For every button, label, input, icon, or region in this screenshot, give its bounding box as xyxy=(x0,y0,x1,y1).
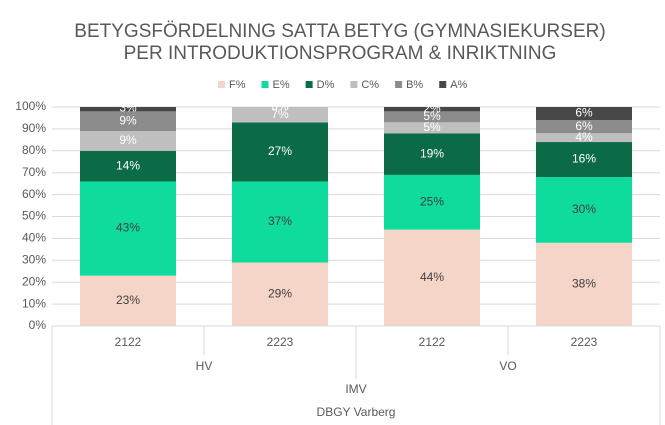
data-label: 0% xyxy=(271,99,289,113)
legend-label: A% xyxy=(450,79,467,91)
data-label: 16% xyxy=(572,152,596,166)
x-tick-label: 2223 xyxy=(571,335,598,349)
group-label: VO xyxy=(499,359,516,373)
bar-segment xyxy=(384,229,480,326)
bar-segment xyxy=(232,107,328,123)
y-tick-label: 100% xyxy=(15,99,46,113)
data-label: 9% xyxy=(119,113,137,127)
y-tick-label: 40% xyxy=(22,231,46,245)
group-label: DBGY Varberg xyxy=(317,405,396,419)
legend-label: E% xyxy=(273,79,290,91)
bar-segment xyxy=(232,181,328,263)
legend-label: B% xyxy=(406,79,423,91)
bar-segment xyxy=(80,150,176,182)
x-tick-label: 2223 xyxy=(267,335,294,349)
chart-title: PER INTRODUKTIONSPROGRAM & INRIKTNING xyxy=(124,43,557,64)
data-label: 14% xyxy=(116,158,140,172)
y-tick-label: 60% xyxy=(22,187,46,201)
bar-segment xyxy=(80,181,176,276)
data-label: 2% xyxy=(423,101,441,115)
legend-label: D% xyxy=(317,79,335,91)
bar-segment xyxy=(384,107,480,112)
y-tick-label: 20% xyxy=(22,274,46,288)
data-label: 0% xyxy=(271,99,289,113)
bar-segment xyxy=(80,107,176,112)
legend-swatch xyxy=(439,81,447,88)
data-label: 4% xyxy=(575,130,593,144)
group-label: HV xyxy=(196,359,213,373)
data-label: 37% xyxy=(268,214,292,228)
bar-segment xyxy=(384,111,480,123)
bar-segment xyxy=(384,133,480,175)
legend-swatch xyxy=(218,81,225,88)
plot xyxy=(80,107,632,326)
data-label: 38% xyxy=(572,277,596,291)
y-tick-label: 10% xyxy=(22,296,46,310)
data-label: 5% xyxy=(423,120,441,134)
bar-segment xyxy=(536,107,632,121)
bar-segment xyxy=(80,111,176,132)
x-tick-label: 2122 xyxy=(419,335,446,349)
bar-segment xyxy=(384,174,480,230)
data-label: 29% xyxy=(268,286,292,300)
bar-segment xyxy=(536,120,632,134)
y-tick-label: 80% xyxy=(22,143,46,157)
data-label: 25% xyxy=(420,194,444,208)
bar-segment xyxy=(80,131,176,151)
x-tick-label: 2122 xyxy=(115,335,142,349)
y-tick-label: 30% xyxy=(22,252,46,266)
data-label: 43% xyxy=(116,221,140,235)
legend-swatch xyxy=(305,81,313,88)
bar-segment xyxy=(232,262,328,326)
y-tick-label: 50% xyxy=(22,209,46,223)
legend-swatch xyxy=(261,81,269,88)
y-tick-label: 90% xyxy=(22,121,46,135)
group-label: IMV xyxy=(345,382,366,396)
data-label: 6% xyxy=(575,119,593,133)
data-label: 27% xyxy=(268,144,292,158)
data-label: 3% xyxy=(119,100,137,114)
bar-segment xyxy=(536,177,632,243)
data-label: 6% xyxy=(575,106,593,120)
data-label: 5% xyxy=(423,109,441,123)
data-label: 44% xyxy=(420,270,444,284)
legend-label: F% xyxy=(229,79,246,91)
bar-segment xyxy=(384,122,480,134)
legend-swatch xyxy=(395,81,403,88)
bar-segment xyxy=(536,242,632,326)
bar-segment xyxy=(232,122,328,182)
data-label: 23% xyxy=(116,293,140,307)
chart-title: BETYGSFÖRDELNING SATTA BETYG (GYMNASIEKU… xyxy=(74,21,605,42)
data-label: 7% xyxy=(271,107,289,121)
data-label: 9% xyxy=(119,133,137,147)
legend-label: C% xyxy=(361,79,379,91)
legend-swatch xyxy=(350,81,358,88)
bar-segment xyxy=(536,133,632,143)
data-label: 30% xyxy=(572,202,596,216)
bar-segment xyxy=(536,142,632,178)
y-tick-label: 70% xyxy=(22,165,46,179)
bar-segment xyxy=(80,275,176,326)
y-tick-label: 0% xyxy=(29,318,47,332)
data-label: 19% xyxy=(420,146,444,160)
